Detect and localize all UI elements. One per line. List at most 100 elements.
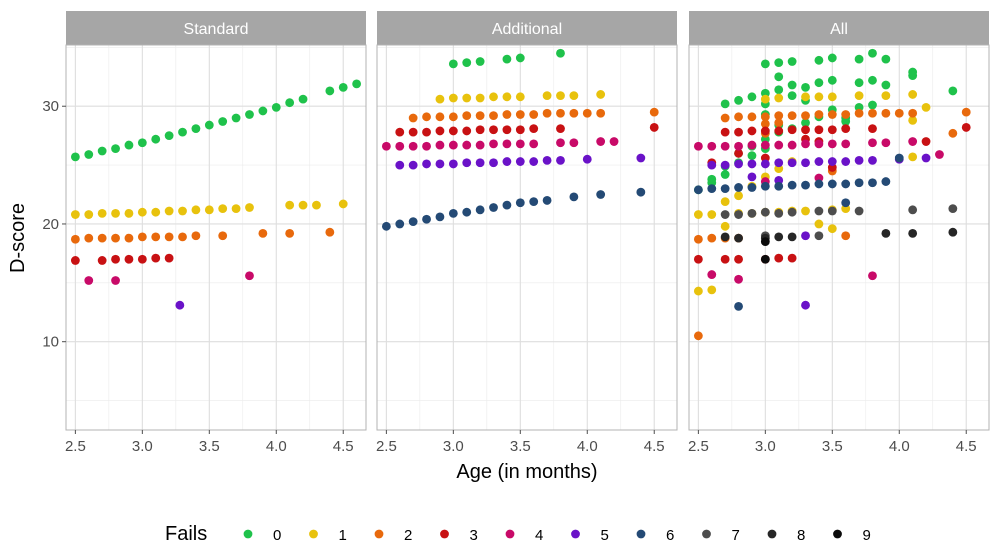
- data-point: [475, 93, 485, 103]
- data-point: [556, 138, 565, 148]
- series-fails-4: [693, 137, 944, 284]
- data-point: [961, 107, 971, 117]
- data-point: [636, 153, 646, 163]
- data-point: [841, 179, 851, 189]
- data-point: [245, 271, 254, 281]
- data-point: [325, 227, 335, 237]
- legend-label: 4: [535, 527, 543, 544]
- data-point: [137, 207, 147, 217]
- data-point: [448, 59, 458, 69]
- data-point: [801, 118, 810, 128]
- data-point: [908, 67, 918, 77]
- data-point: [164, 206, 174, 216]
- legend-label: 7: [732, 527, 740, 544]
- x-tick-label: 3.5: [510, 438, 531, 455]
- legend-key: [571, 529, 580, 539]
- data-point: [854, 54, 864, 64]
- data-point: [596, 90, 606, 99]
- data-point: [502, 54, 512, 64]
- data-point: [137, 232, 147, 242]
- data-point: [801, 92, 810, 102]
- data-point: [720, 141, 730, 151]
- data-point: [720, 113, 730, 123]
- data-point: [395, 219, 405, 229]
- data-point: [868, 75, 877, 85]
- data-point: [707, 270, 717, 279]
- data-point: [841, 110, 851, 119]
- data-point: [707, 141, 717, 151]
- data-point: [178, 232, 187, 242]
- data-point: [707, 285, 717, 295]
- data-point: [868, 48, 877, 58]
- data-point: [707, 233, 717, 243]
- data-point: [124, 254, 134, 264]
- data-point: [801, 125, 810, 135]
- data-point: [435, 140, 445, 150]
- y-tick-label: 10: [42, 334, 59, 351]
- data-point: [801, 158, 810, 168]
- data-point: [760, 119, 770, 129]
- data-point: [854, 91, 864, 101]
- data-point: [515, 125, 525, 135]
- data-point: [841, 198, 851, 208]
- data-point: [325, 86, 335, 96]
- data-point: [84, 210, 94, 219]
- legend: Fails 0 1 2 3 4 5 6 7 8 9: [165, 523, 871, 545]
- series-fails-1: [70, 199, 348, 219]
- data-point: [707, 184, 717, 194]
- data-point: [178, 127, 187, 137]
- data-point: [720, 254, 730, 264]
- series-fails-3: [70, 253, 174, 265]
- data-point: [720, 232, 730, 242]
- data-point: [529, 124, 539, 133]
- data-point: [894, 153, 904, 163]
- x-tick-label: 3.5: [822, 438, 843, 455]
- data-point: [191, 124, 201, 133]
- data-point: [774, 85, 784, 95]
- data-point: [218, 204, 228, 214]
- data-point: [747, 92, 757, 102]
- legend-key: [702, 529, 711, 539]
- legend-key: [440, 529, 449, 539]
- data-point: [881, 138, 891, 148]
- data-point: [448, 93, 458, 103]
- data-point: [542, 108, 552, 118]
- legend-entry: 6: [636, 527, 674, 544]
- data-point: [881, 80, 891, 90]
- data-point: [948, 86, 958, 96]
- data-point: [556, 124, 565, 133]
- data-point: [693, 286, 703, 296]
- data-point: [827, 125, 837, 135]
- data-point: [298, 94, 308, 104]
- data-point: [137, 138, 147, 148]
- data-point: [245, 203, 254, 212]
- data-point: [502, 200, 512, 210]
- data-point: [258, 228, 268, 238]
- legend-label: 1: [339, 527, 347, 544]
- data-point: [408, 113, 418, 123]
- data-point: [801, 206, 810, 216]
- data-point: [285, 228, 295, 238]
- panels-layer: Standard Additional All: [65, 11, 990, 431]
- data-point: [515, 53, 525, 63]
- data-point: [720, 170, 730, 179]
- data-point: [827, 92, 837, 102]
- x-tick-label: 4.5: [644, 438, 665, 455]
- data-point: [760, 207, 770, 217]
- legend-label: 6: [666, 527, 674, 544]
- data-point: [175, 300, 185, 310]
- panel-strip: [377, 11, 677, 45]
- data-point: [395, 141, 405, 151]
- data-point: [475, 125, 485, 135]
- x-tick-label: 4.0: [889, 438, 910, 455]
- data-point: [596, 137, 606, 146]
- data-point: [285, 200, 295, 210]
- data-point: [582, 108, 592, 118]
- data-point: [720, 160, 730, 170]
- data-point: [515, 110, 525, 119]
- data-point: [97, 233, 107, 243]
- x-tick-label: 3.0: [132, 438, 153, 455]
- data-point: [529, 157, 539, 166]
- data-point: [502, 139, 512, 149]
- data-point: [97, 256, 107, 265]
